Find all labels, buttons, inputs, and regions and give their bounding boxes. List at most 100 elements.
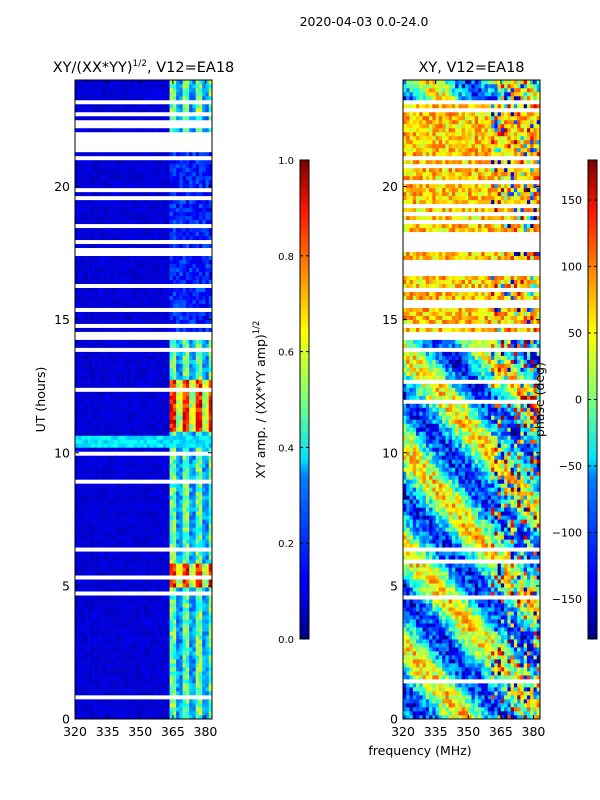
amplitude-heatmap-cell (208, 243, 212, 249)
amplitude-heatmap-cell (78, 439, 82, 444)
amplitude-heatmap-cell (176, 407, 180, 412)
amplitude-heatmap-cell (104, 379, 108, 384)
amplitude-heatmap-cell (202, 551, 206, 556)
amplitude-heatmap-cell (146, 491, 151, 496)
amplitude-heatmap-cell (169, 595, 174, 600)
amplitude-heatmap-cell (123, 643, 128, 648)
amplitude-heatmap-cell (136, 219, 141, 225)
amplitude-heatmap-cell (88, 371, 92, 376)
amplitude-heatmap-cell (143, 623, 148, 628)
amplitude-heatmap-cell (88, 499, 92, 504)
amplitude-heatmap-cell (198, 183, 203, 189)
amplitude-heatmap-cell (88, 639, 92, 644)
amplitude-heatmap-cell (205, 615, 210, 620)
amplitude-heatmap-cell (130, 507, 135, 512)
amplitude-heatmap-cell (91, 707, 95, 712)
amplitude-heatmap-cell (150, 635, 154, 640)
amplitude-heatmap-cell (208, 207, 212, 213)
amplitude-heatmap-cell (182, 607, 187, 612)
amplitude-heatmap-cell (150, 551, 154, 556)
amplitude-heatmap-cell (182, 487, 187, 492)
amplitude-heatmap-cell (159, 423, 164, 428)
amplitude-heatmap-cell (205, 667, 210, 672)
amplitude-heatmap-cell (88, 255, 92, 261)
amplitude-heatmap-cell (117, 299, 121, 304)
amplitude-heatmap-cell (110, 231, 115, 237)
amplitude-heatmap-cell (172, 407, 177, 412)
amplitude-heatmap-cell (104, 303, 108, 308)
amplitude-heatmap-cell (140, 487, 144, 492)
amplitude-heatmap-cell (114, 639, 118, 644)
amplitude-flagged-row (75, 283, 212, 288)
amplitude-heatmap-cell (78, 559, 82, 564)
amplitude-heatmap-cell (146, 647, 151, 652)
amplitude-heatmap-cell (136, 471, 141, 476)
amplitude-heatmap-cell (75, 691, 79, 696)
amplitude-heatmap-cell (88, 171, 92, 177)
amplitude-heatmap-cell (169, 207, 174, 213)
amplitude-heatmap-cell (166, 431, 170, 436)
amplitude-heatmap-cell (101, 587, 105, 592)
amplitude-heatmap-cell (189, 203, 193, 209)
amplitude-heatmap-cell (182, 179, 187, 185)
amplitude-heatmap-cell (75, 443, 79, 448)
amplitude-heatmap-cell (120, 687, 125, 692)
amplitude-heatmap-cell (163, 495, 167, 500)
amplitude-heatmap-cell (97, 663, 102, 668)
amplitude-heatmap-cell (91, 483, 95, 488)
amplitude-heatmap-cell (120, 599, 125, 604)
amplitude-heatmap-cell (127, 427, 131, 432)
amplitude-heatmap-cell (120, 227, 125, 233)
amplitude-heatmap-cell (136, 435, 141, 440)
amplitude-heatmap-cell (120, 191, 125, 197)
amplitude-heatmap-cell (117, 351, 121, 356)
amplitude-heatmap-cell (172, 287, 177, 292)
amplitude-heatmap-cell (107, 663, 112, 668)
amplitude-heatmap-cell (123, 683, 128, 688)
amplitude-heatmap-cell (91, 259, 95, 265)
amplitude-heatmap-cell (153, 603, 157, 608)
amplitude-heatmap-cell (189, 171, 193, 177)
amplitude-heatmap-cell (101, 491, 105, 496)
amplitude-heatmap-cell (104, 631, 108, 636)
amplitude-heatmap-cell (189, 371, 193, 376)
amplitude-heatmap-cell (91, 711, 95, 716)
amplitude-heatmap-cell (169, 299, 174, 304)
amplitude-heatmap-cell (84, 671, 89, 676)
amplitude-heatmap-cell (163, 351, 167, 356)
amplitude-heatmap-cell (110, 643, 115, 648)
amplitude-heatmap-cell (143, 227, 148, 233)
amplitude-heatmap-cell (189, 343, 193, 348)
amplitude-heatmap-cell (101, 571, 105, 576)
amplitude-heatmap-cell (182, 559, 187, 564)
amplitude-heatmap-cell (136, 291, 141, 296)
amplitude-heatmap-cell (176, 475, 180, 480)
amplitude-heatmap-cell (88, 503, 92, 508)
amplitude-heatmap-cell (81, 583, 86, 588)
amplitude-heatmap-cell (91, 515, 95, 520)
amplitude-heatmap-cell (169, 199, 174, 205)
amplitude-flagged-row (75, 223, 212, 229)
amplitude-heatmap-cell (75, 375, 79, 380)
amplitude-heatmap-cell (156, 171, 161, 177)
amplitude-heatmap-cell (153, 619, 157, 624)
amplitude-heatmap-cell (205, 355, 210, 360)
amplitude-heatmap-cell (97, 667, 102, 672)
amplitude-heatmap-cell (123, 411, 128, 416)
amplitude-heatmap-cell (104, 275, 108, 280)
amplitude-heatmap-cell (120, 679, 125, 684)
amplitude-heatmap-cell (143, 559, 148, 564)
amplitude-heatmap-cell (185, 383, 190, 388)
amplitude-heatmap-cell (127, 415, 131, 420)
amplitude-heatmap-cell (123, 399, 128, 404)
amplitude-heatmap-cell (101, 463, 105, 468)
amplitude-heatmap-cell (146, 411, 151, 416)
amplitude-heatmap-cell (127, 523, 131, 528)
amplitude-heatmap-cell (153, 267, 157, 272)
amplitude-heatmap-cell (120, 343, 125, 348)
amplitude-heatmap-cell (84, 383, 89, 388)
amplitude-heatmap-cell (101, 519, 105, 524)
amplitude-heatmap-cell (91, 627, 95, 632)
amplitude-heatmap-cell (88, 407, 92, 412)
